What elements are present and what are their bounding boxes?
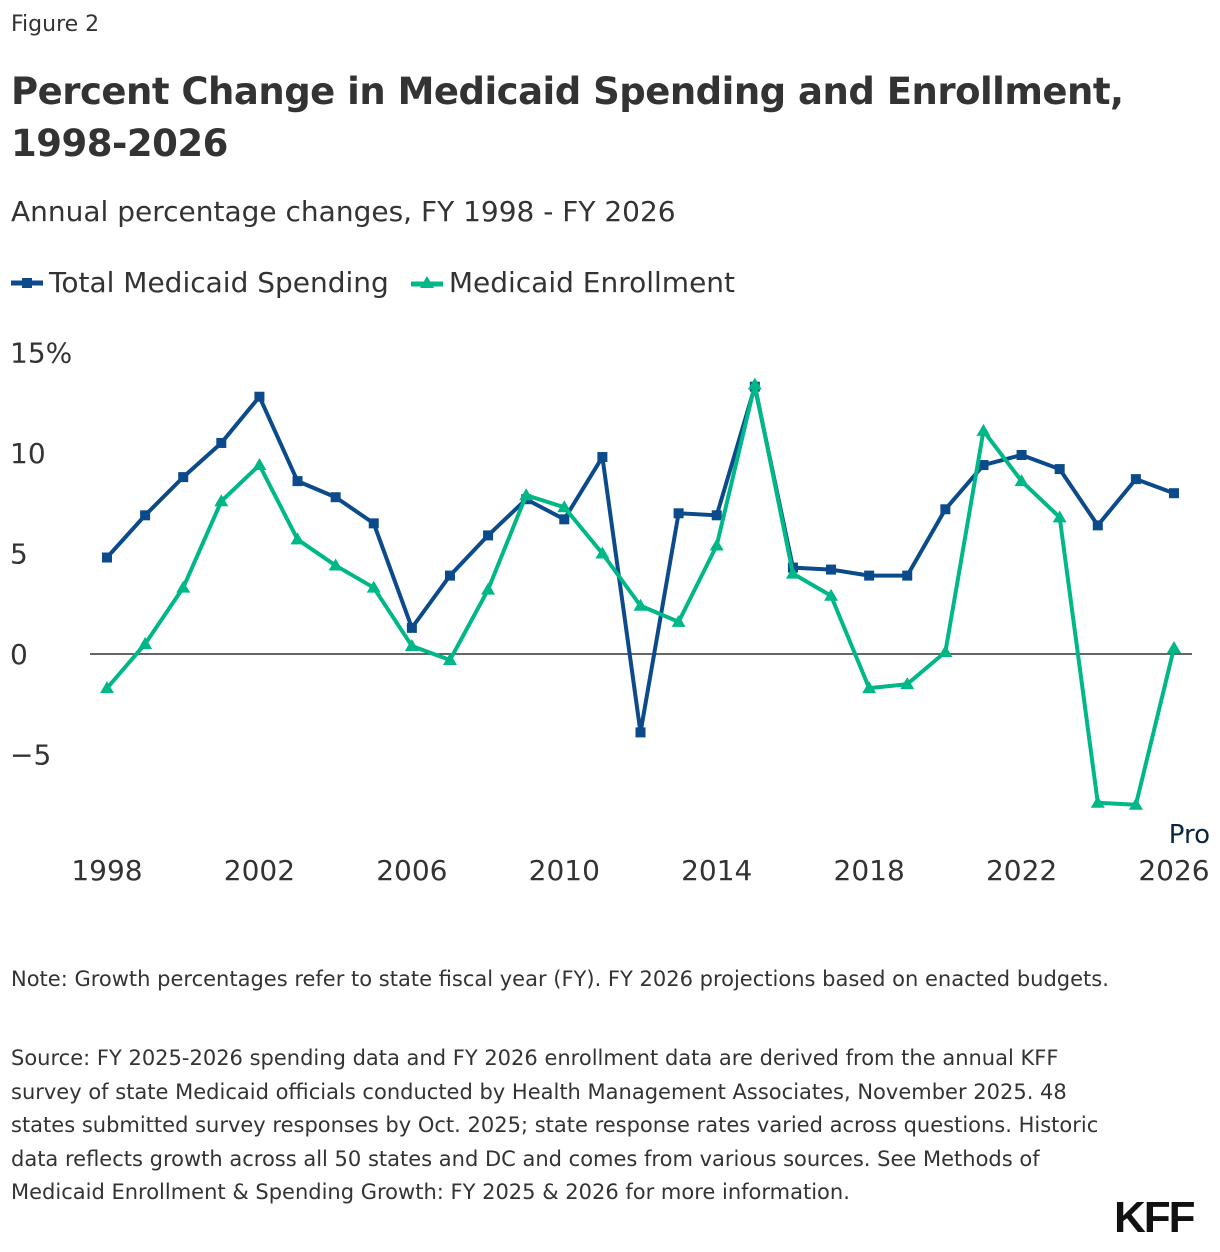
data-point-spending: [483, 530, 494, 541]
figure-label: Figure 2: [11, 12, 100, 37]
data-point-spending: [1054, 464, 1065, 475]
data-point-spending: [368, 518, 379, 529]
data-point-enrollment: [176, 580, 191, 593]
data-point-enrollment: [328, 558, 343, 571]
data-point-enrollment: [366, 580, 381, 593]
chart-title: Percent Change in Medicaid Spending and …: [11, 70, 1124, 165]
y-tick-label: 10: [10, 437, 46, 470]
line-chart: 15% 10 5 0 −5 1998 2002 2006 2010 2014 2018 2022 202…: [10, 337, 1210, 888]
x-tick-label: 2014: [681, 854, 752, 887]
data-point-spending: [940, 504, 951, 515]
data-point-spending: [635, 727, 646, 738]
data-point-spending: [1092, 520, 1103, 531]
data-point-enrollment: [900, 677, 915, 690]
data-point-enrollment: [824, 588, 839, 601]
legend-item-enrollment[interactable]: Medicaid Enrollment: [410, 266, 736, 299]
data-point-enrollment: [671, 614, 686, 627]
data-point-enrollment: [138, 636, 153, 649]
data-point-spending: [673, 508, 684, 519]
data-point-enrollment: [290, 532, 305, 545]
data-point-enrollment: [709, 538, 724, 551]
data-point-spending: [102, 552, 112, 563]
data-point-enrollment: [747, 377, 762, 390]
kff-logo: KFF: [1114, 1193, 1196, 1242]
legend-label: Medicaid Enrollment: [448, 266, 736, 299]
data-point-spending: [978, 460, 989, 471]
data-point-enrollment: [519, 488, 534, 501]
chart-subtitle: Annual percentage changes, FY 1998 - FY …: [11, 195, 676, 228]
data-point-spending: [864, 570, 875, 581]
data-point-spending: [559, 514, 570, 525]
data-point-enrollment: [976, 423, 991, 436]
y-tick-label: 15%: [10, 337, 72, 370]
data-point-spending: [902, 570, 913, 581]
data-point-spending: [406, 622, 417, 633]
series-line-enrollment: [105, 382, 1176, 807]
legend-label: Total Medicaid Spending: [49, 266, 389, 299]
data-point-spending: [597, 452, 608, 463]
x-tick-label: 2010: [529, 854, 600, 887]
data-point-enrollment: [404, 638, 419, 651]
data-point-spending: [1130, 474, 1141, 485]
triangle-line-marker-icon: [410, 275, 443, 288]
data-point-spending: [292, 476, 303, 487]
y-tick-label: 0: [10, 638, 28, 671]
y-tick-label: 5: [10, 538, 28, 571]
data-point-spending: [140, 510, 151, 521]
square-line-marker-icon: [11, 277, 43, 288]
data-point-enrollment: [100, 681, 114, 694]
legend-item-spending[interactable]: Total Medicaid Spending: [11, 266, 389, 299]
legend: Total Medicaid Spending Medicaid Enrollm…: [11, 266, 735, 299]
x-tick-label: 2018: [834, 854, 905, 887]
data-point-enrollment: [1128, 797, 1143, 810]
data-point-spending: [711, 510, 722, 521]
annotation-label: Pro: [1169, 820, 1210, 850]
x-tick-label: 2026: [1138, 854, 1209, 887]
data-point-enrollment: [595, 546, 610, 559]
data-point-spending: [216, 437, 227, 448]
chart-note: Note: Growth percentages refer to state …: [11, 967, 1109, 991]
y-tick-label: −5: [10, 739, 51, 772]
data-point-enrollment: [862, 681, 877, 694]
data-point-spending: [444, 570, 455, 581]
data-point-spending: [178, 472, 189, 483]
x-tick-label: 1998: [71, 854, 142, 887]
series-line-spending: [105, 384, 1175, 735]
data-point-enrollment: [442, 653, 457, 666]
data-point-enrollment: [633, 598, 648, 611]
data-point-spending: [1169, 488, 1179, 499]
data-point-spending: [330, 492, 341, 503]
data-point-enrollment: [252, 458, 267, 471]
data-point-enrollment: [557, 500, 572, 513]
x-tick-label: 2022: [986, 854, 1057, 887]
data-point-spending: [254, 391, 265, 402]
chart-source: Source: FY 2025-2026 spending data and F…: [11, 1046, 1099, 1204]
data-point-enrollment: [938, 644, 953, 657]
data-point-enrollment: [1090, 795, 1105, 808]
data-point-enrollment: [1167, 640, 1181, 653]
x-tick-label: 2002: [224, 854, 295, 887]
data-point-spending: [826, 564, 837, 575]
x-tick-label: 2006: [376, 854, 447, 887]
data-point-enrollment: [1014, 474, 1029, 487]
data-point-enrollment: [1052, 510, 1067, 523]
data-point-enrollment: [481, 582, 496, 595]
data-point-spending: [1016, 450, 1027, 461]
data-point-enrollment: [785, 566, 800, 579]
data-point-enrollment: [214, 494, 229, 507]
